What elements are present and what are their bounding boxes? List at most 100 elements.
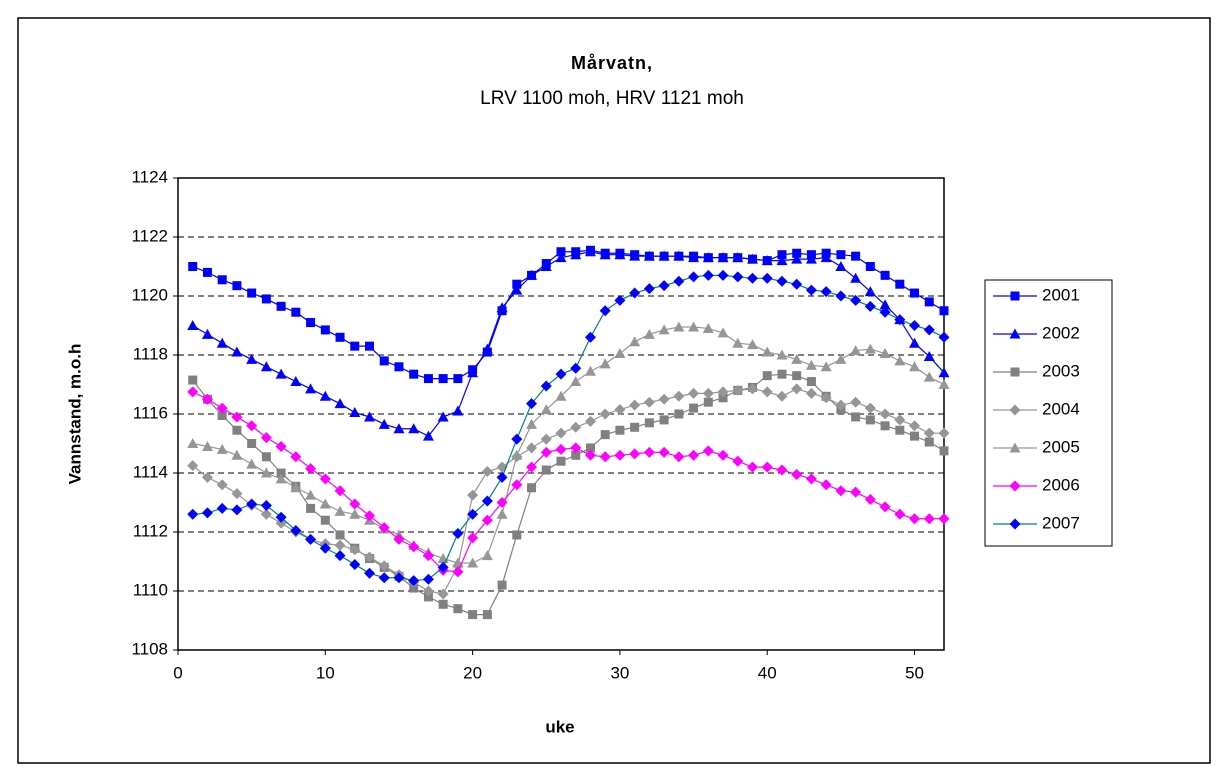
- legend-marker: [1010, 367, 1020, 377]
- marker: [570, 249, 582, 260]
- marker: [599, 305, 611, 317]
- marker: [276, 301, 286, 311]
- marker: [879, 501, 891, 513]
- marker: [468, 610, 478, 620]
- marker: [188, 375, 198, 385]
- marker: [232, 425, 242, 435]
- marker: [365, 341, 374, 351]
- marker: [776, 255, 788, 266]
- marker: [305, 463, 317, 475]
- marker: [334, 398, 346, 409]
- marker: [496, 302, 508, 313]
- marker: [909, 320, 921, 331]
- marker: [437, 561, 449, 573]
- marker: [188, 262, 198, 271]
- marker: [599, 408, 611, 420]
- marker: [526, 418, 538, 429]
- marker: [673, 451, 685, 463]
- marker: [481, 466, 493, 478]
- marker: [187, 460, 199, 472]
- marker: [187, 438, 199, 448]
- marker: [232, 281, 242, 291]
- legend-label: 2004: [1042, 399, 1080, 418]
- marker: [894, 314, 906, 326]
- marker: [747, 339, 758, 350]
- marker: [703, 397, 713, 407]
- marker: [879, 306, 891, 318]
- marker: [246, 498, 258, 510]
- marker: [555, 390, 567, 401]
- marker: [246, 353, 258, 364]
- marker: [820, 479, 832, 491]
- marker: [835, 353, 847, 364]
- marker: [305, 489, 317, 500]
- x-tick-label: 20: [463, 663, 482, 682]
- marker: [260, 508, 272, 520]
- marker: [349, 544, 361, 556]
- x-tick-label: 10: [316, 663, 335, 682]
- marker: [378, 560, 390, 572]
- marker: [555, 443, 567, 455]
- marker: [658, 280, 670, 292]
- marker: [540, 446, 552, 458]
- legend-label: 2006: [1042, 475, 1080, 494]
- marker: [702, 387, 714, 399]
- marker: [702, 445, 714, 457]
- legend-label: 2001: [1042, 285, 1080, 304]
- marker: [909, 361, 921, 372]
- marker: [422, 550, 434, 562]
- marker: [688, 252, 700, 263]
- marker: [777, 369, 787, 379]
- marker: [555, 252, 567, 263]
- marker: [761, 255, 773, 266]
- marker: [319, 390, 331, 401]
- marker: [452, 566, 464, 578]
- marker: [584, 449, 596, 461]
- marker: [231, 449, 243, 460]
- marker: [497, 580, 507, 590]
- marker: [453, 604, 463, 614]
- marker: [246, 420, 258, 432]
- marker: [688, 387, 700, 399]
- marker: [599, 358, 611, 369]
- marker: [835, 261, 847, 271]
- marker: [335, 530, 345, 540]
- marker: [423, 374, 433, 384]
- marker: [761, 386, 773, 398]
- series-line: [192, 249, 945, 380]
- marker: [864, 402, 876, 414]
- marker: [481, 514, 493, 526]
- marker: [275, 473, 287, 484]
- marker: [791, 383, 803, 395]
- marker: [747, 461, 758, 473]
- marker: [880, 270, 890, 280]
- marker: [247, 439, 257, 448]
- marker: [864, 286, 876, 297]
- marker: [659, 415, 669, 425]
- marker: [717, 327, 729, 338]
- marker: [584, 365, 596, 376]
- marker: [614, 348, 626, 359]
- marker: [643, 396, 655, 408]
- marker: [910, 288, 920, 298]
- series-line: [192, 326, 945, 564]
- marker: [231, 488, 243, 500]
- marker: [584, 415, 596, 427]
- marker: [216, 337, 228, 348]
- legend-marker: [1010, 291, 1020, 301]
- marker: [231, 411, 243, 423]
- marker: [201, 471, 213, 483]
- marker: [717, 449, 729, 461]
- marker: [851, 251, 861, 261]
- marker: [702, 252, 714, 263]
- marker: [512, 279, 522, 289]
- marker: [422, 430, 434, 441]
- marker: [438, 599, 448, 609]
- marker: [570, 442, 582, 454]
- marker: [319, 498, 331, 509]
- marker: [408, 423, 420, 434]
- series-line: [192, 391, 944, 573]
- marker: [600, 430, 610, 440]
- legend-label: 2007: [1042, 513, 1080, 532]
- marker: [467, 367, 479, 378]
